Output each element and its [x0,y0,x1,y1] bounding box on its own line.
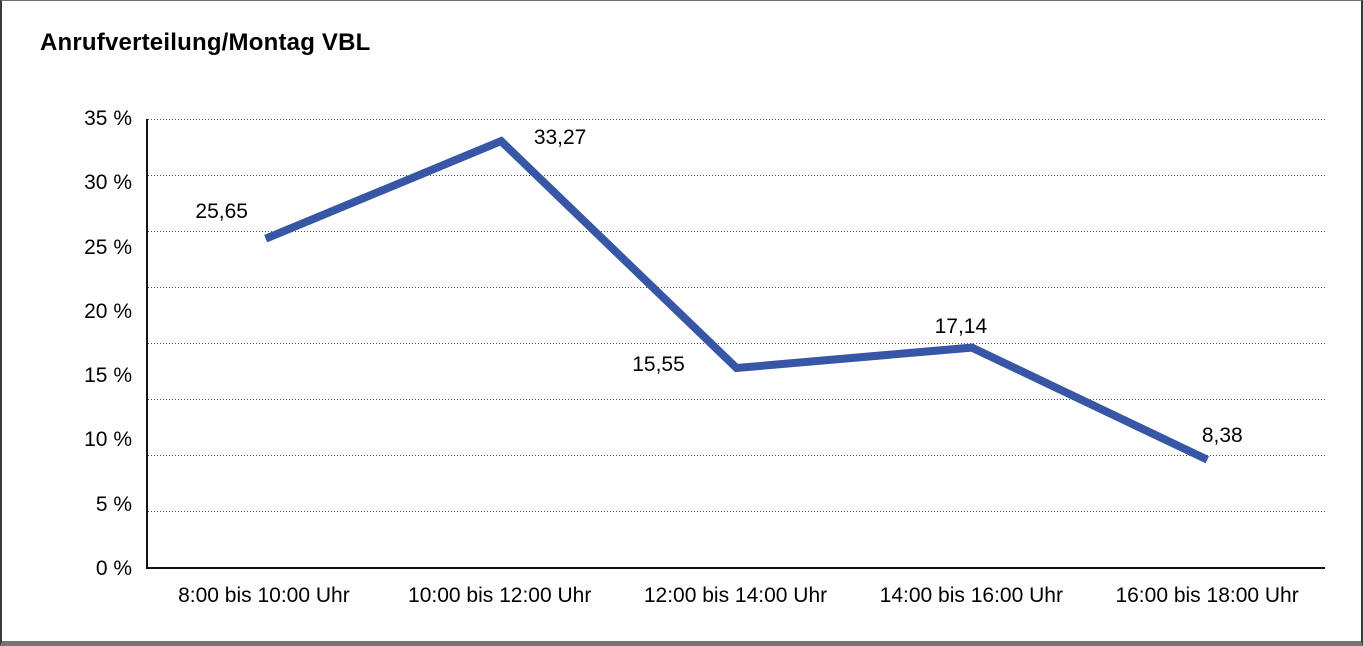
series-line [264,136,1210,464]
gridline [148,287,1325,288]
gridline [148,119,1325,120]
y-tick-label: 15 % [84,364,132,388]
x-axis-category-labels: 8:00 bis 10:00 Uhr 10:00 bis 12:00 Uhr 12:… [146,583,1325,611]
y-tick-label: 10 % [84,428,132,452]
gridline [148,455,1325,456]
data-line-svg [264,136,1210,464]
x-category-label: 16:00 bis 18:00 Uhr [1115,584,1299,607]
gridline [148,175,1325,176]
data-point-labels: 25,65 33,27 15,55 17,14 8,38 [148,119,1325,567]
gridline [148,343,1325,344]
plot-area: 25,65 33,27 15,55 17,14 8,38 [146,119,1325,569]
x-category-label: 8:00 bis 10:00 Uhr [178,584,350,607]
x-category-label: 14:00 bis 16:00 Uhr [879,584,1063,607]
data-value-label: 15,55 [632,352,685,376]
y-tick-label: 30 % [84,171,132,195]
data-value-label: 8,38 [1201,423,1243,447]
y-tick-label: 5 % [95,492,132,516]
gridline [148,231,1325,232]
y-tick-label: 0 % [95,557,132,580]
data-value-label: 17,14 [934,314,988,338]
y-tick-label: 35 % [84,107,132,130]
gridline [148,399,1325,400]
gridline [148,511,1325,512]
chart-title: Anrufverteilung/Montag VBL [40,29,371,56]
y-tick-label: 25 % [84,235,132,259]
y-axis-tick-labels: 35 % 30 % 25 % 20 % 15 % 10 % 5 % 0 % [32,107,132,580]
y-tick-label: 20 % [84,299,132,323]
x-category-label: 10:00 bis 12:00 Uhr [408,584,592,607]
data-value-label: 25,65 [195,199,248,223]
x-category-label: 12:00 bis 14:00 Uhr [643,584,828,607]
data-value-label: 33,27 [533,126,587,150]
